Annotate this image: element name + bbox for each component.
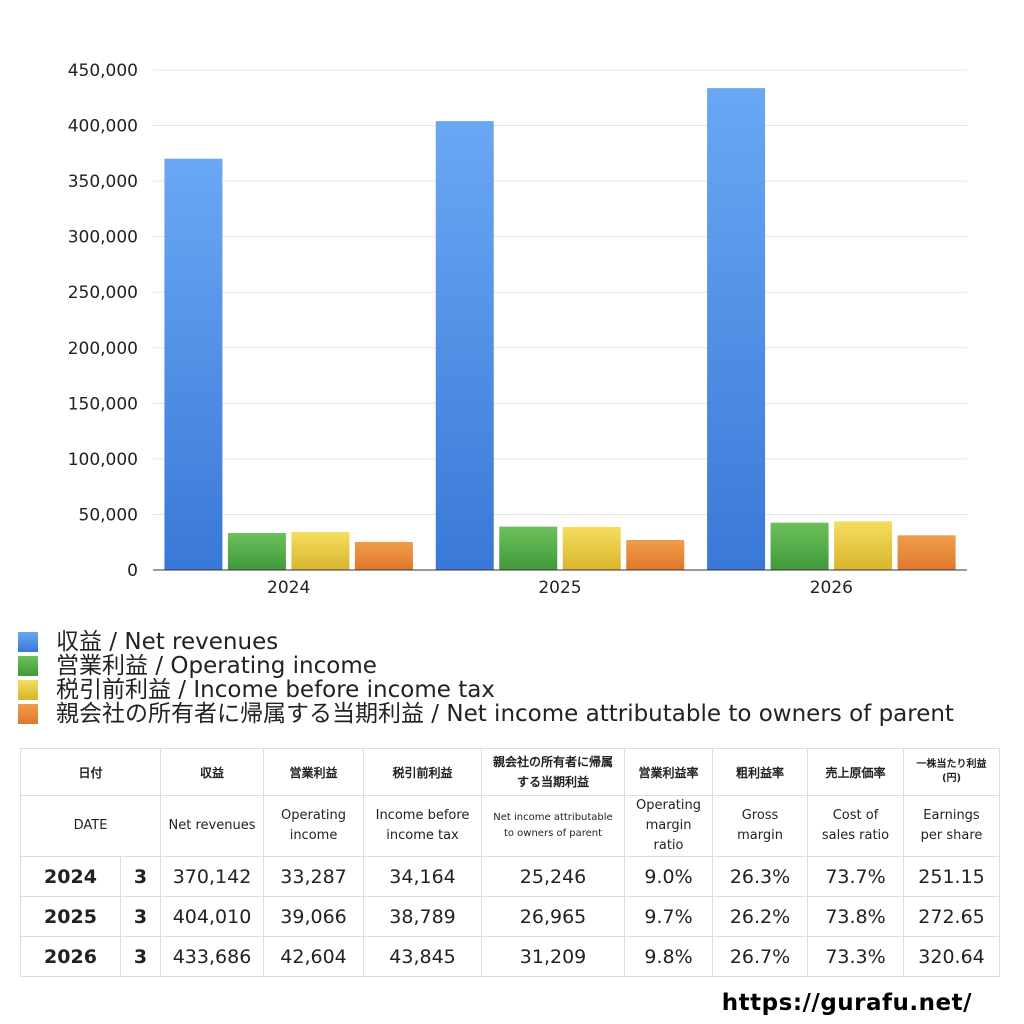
y-tick-label: 300,000 — [68, 228, 138, 248]
cell-income-before-tax: 43,845 — [363, 936, 483, 977]
bar-chart: 0 50,000 100,000 150,000 200,000 250,000 300,0… — [68, 61, 967, 598]
x-tick-label: 2024 — [267, 578, 310, 598]
cell-gross-margin: 26.3% — [712, 856, 809, 897]
header-operating-margin-en: Operating margin ratio — [624, 795, 714, 857]
bar-2025-series-3 — [626, 540, 685, 570]
legend-label-net-income: 親会社の所有者に帰属する当期利益 / Net income attributab… — [56, 701, 954, 727]
y-tick-label: 50,000 — [79, 505, 138, 525]
y-tick-label: 200,000 — [68, 339, 138, 359]
cell-income-before-tax: 38,789 — [363, 896, 483, 937]
cell-operating-margin: 9.8% — [624, 936, 714, 977]
legend-swatch-operating-income — [18, 656, 38, 676]
legend-label-operating-income: 営業利益 / Operating income — [56, 653, 377, 679]
row-year: 2026 — [20, 936, 121, 977]
bar-2025-series-0 — [435, 121, 494, 570]
row-year: 2025 — [20, 896, 121, 937]
cell-net-revenues: 404,010 — [160, 896, 265, 937]
y-tick-label: 150,000 — [68, 394, 138, 414]
legend-label-income-before-tax: 税引前利益 / Income before income tax — [56, 677, 495, 703]
header-cost-ratio-ja: 売上原価率 — [807, 748, 905, 796]
bar-2026-series-2 — [834, 521, 893, 570]
financial-table: 日付 収益 営業利益 税引前利益 親会社の所有者に帰属する当期利益 営業利益率 … — [19, 748, 1001, 977]
cell-gross-margin: 26.2% — [712, 896, 809, 937]
header-net-income-en: Net income attributable to owners of par… — [481, 795, 626, 857]
y-tick-label: 0 — [127, 561, 138, 581]
cell-net-revenues: 433,686 — [160, 936, 265, 977]
y-axis-tick-labels: 0 50,000 100,000 150,000 200,000 250,000 300,0… — [68, 61, 138, 581]
cell-cost-ratio: 73.7% — [807, 856, 905, 897]
cell-net-revenues: 370,142 — [160, 856, 265, 897]
header-date-en: DATE — [19, 795, 162, 857]
table-header-en: DATE Net revenues Operating income Incom… — [19, 795, 1001, 857]
cell-cost-ratio: 73.3% — [807, 936, 905, 977]
x-tick-label: 2026 — [810, 578, 853, 598]
header-cost-ratio-en: Cost of sales ratio — [807, 795, 905, 857]
header-operating-income-ja: 営業利益 — [263, 748, 365, 796]
cell-net-income: 26,965 — [481, 896, 626, 937]
cell-net-income: 25,246 — [481, 856, 626, 897]
header-eps-en: Earnings per share — [903, 795, 1001, 857]
y-tick-label: 350,000 — [68, 172, 138, 192]
legend-swatch-net-revenues — [18, 632, 38, 652]
cell-income-before-tax: 34,164 — [363, 856, 483, 897]
row-month: 3 — [119, 936, 162, 977]
header-net-revenues-ja: 収益 — [160, 748, 265, 796]
cell-operating-income: 42,604 — [263, 936, 365, 977]
bars — [164, 88, 956, 571]
grid-lines — [153, 69, 967, 515]
cell-net-income: 31,209 — [481, 936, 626, 977]
y-tick-label: 100,000 — [68, 450, 138, 470]
bar-2026-series-0 — [707, 88, 766, 571]
cell-cost-ratio: 73.8% — [807, 896, 905, 937]
legend-swatch-net-income — [18, 704, 38, 724]
legend-item-income-before-tax: 税引前利益 / Income before income tax — [18, 678, 954, 702]
y-tick-label: 450,000 — [68, 61, 138, 81]
bar-2024-series-0 — [164, 158, 223, 570]
y-tick-label: 400,000 — [68, 117, 138, 137]
header-eps-ja: 一株当たり利益(円) — [903, 748, 1001, 796]
y-tick-label: 250,000 — [68, 283, 138, 303]
table-header-ja: 日付 収益 営業利益 税引前利益 親会社の所有者に帰属する当期利益 営業利益率 … — [19, 748, 1001, 796]
header-date-ja: 日付 — [19, 748, 162, 796]
cell-operating-income: 33,287 — [263, 856, 365, 897]
table-row: 2026 3 433,686 42,604 43,845 31,209 9.8%… — [20, 936, 1001, 977]
table-row: 2025 3 404,010 39,066 38,789 26,965 9.7%… — [20, 896, 1001, 937]
bar-2026-series-3 — [897, 535, 956, 570]
cell-gross-margin: 26.7% — [712, 936, 809, 977]
header-net-income-ja: 親会社の所有者に帰属する当期利益 — [481, 748, 626, 796]
cell-operating-margin: 9.7% — [624, 896, 714, 937]
header-net-revenues-en: Net revenues — [160, 795, 265, 857]
legend: 収益 / Net revenues 営業利益 / Operating incom… — [18, 630, 954, 726]
bar-2024-series-2 — [291, 532, 350, 570]
legend-label-net-revenues: 収益 / Net revenues — [56, 629, 279, 655]
legend-item-net-income: 親会社の所有者に帰属する当期利益 / Net income attributab… — [18, 702, 954, 726]
bar-2026-series-1 — [770, 522, 829, 570]
bar-2024-series-1 — [227, 533, 286, 570]
cell-operating-margin: 9.0% — [624, 856, 714, 897]
bar-2025-series-1 — [499, 526, 558, 570]
header-operating-income-en: Operating income — [263, 795, 365, 857]
bar-2025-series-2 — [562, 526, 621, 570]
x-axis-tick-labels: 2024 2025 2026 — [267, 578, 853, 598]
header-income-before-tax-ja: 税引前利益 — [363, 748, 483, 796]
cell-operating-income: 39,066 — [263, 896, 365, 937]
bar-2024-series-3 — [354, 541, 413, 570]
header-operating-margin-ja: 営業利益率 — [624, 748, 714, 796]
legend-item-operating-income: 営業利益 / Operating income — [18, 654, 954, 678]
cell-eps: 272.65 — [903, 896, 1001, 937]
header-gross-margin-ja: 粗利益率 — [712, 748, 809, 796]
site-url: https://gurafu.net/ — [721, 990, 972, 1016]
header-income-before-tax-en: Income before income tax — [363, 795, 483, 857]
row-month: 3 — [119, 896, 162, 937]
cell-eps: 251.15 — [903, 856, 1001, 897]
legend-swatch-income-before-tax — [18, 680, 38, 700]
row-month: 3 — [119, 856, 162, 897]
cell-eps: 320.64 — [903, 936, 1001, 977]
table-row: 2024 3 370,142 33,287 34,164 25,246 9.0%… — [20, 856, 1001, 897]
x-tick-label: 2025 — [538, 578, 581, 598]
row-year: 2024 — [20, 856, 121, 897]
header-gross-margin-en: Gross margin — [712, 795, 809, 857]
legend-item-net-revenues: 収益 / Net revenues — [18, 630, 954, 654]
